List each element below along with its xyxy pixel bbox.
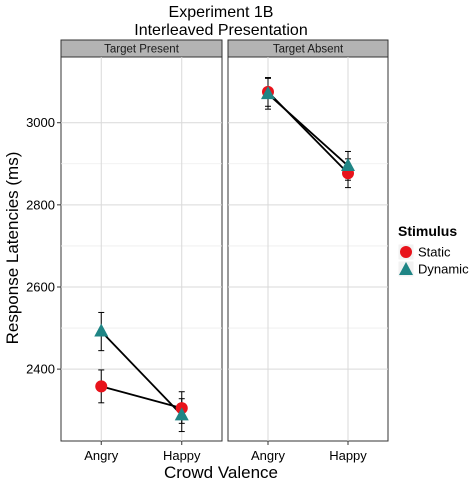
- legend-title: Stimulus: [398, 223, 457, 239]
- x-tick-label: Happy: [329, 448, 367, 463]
- legend-marker: [399, 262, 413, 275]
- panel-strip-label: Target Absent: [273, 44, 344, 56]
- panel-plot-area: [60, 56, 223, 442]
- x-tick-label: Happy: [163, 448, 201, 463]
- panel-strip-label: Target Present: [104, 44, 180, 56]
- y-tick-label: 2800: [26, 197, 55, 212]
- x-axis-title: Crowd Valence: [164, 463, 278, 482]
- y-tick-label: 2400: [26, 362, 55, 377]
- panel-0: Target Present Angry Happy: [60, 39, 223, 463]
- legend: Stimulus Static Dynamic: [397, 223, 469, 278]
- legend-label: Static: [418, 245, 451, 260]
- chart-title: Experiment 1B: [169, 4, 274, 21]
- legend-entry-static: Static: [397, 243, 451, 261]
- y-tick-label: 2600: [26, 279, 55, 294]
- series-line-dynamic: [267, 93, 349, 167]
- series-line-dynamic: [100, 330, 183, 416]
- legend-entry-dynamic: Dynamic: [397, 260, 469, 278]
- legend-marker: [400, 246, 412, 258]
- x-tick-label: Angry: [251, 448, 285, 463]
- legend-label: Dynamic: [418, 262, 469, 277]
- chart-subtitle: Interleaved Presentation: [134, 22, 307, 39]
- point-dynamic: [174, 407, 189, 421]
- point-dynamic: [341, 158, 355, 172]
- series-line-static: [101, 385, 182, 410]
- panel-plot-area: [227, 56, 389, 442]
- point-dynamic: [261, 86, 275, 100]
- y-tick-label: 3000: [26, 115, 55, 130]
- point-dynamic: [94, 323, 109, 337]
- x-tick-label: Angry: [84, 448, 118, 463]
- panels: Target Present Angry Happy Target Absent Ang…: [60, 39, 389, 463]
- y-axis: 2400 2600 2800 3000: [26, 115, 61, 377]
- y-axis-title: Response Latencies (ms): [3, 152, 22, 345]
- panel-1: Target Absent Angry Happy: [227, 39, 389, 463]
- point-static: [95, 380, 108, 393]
